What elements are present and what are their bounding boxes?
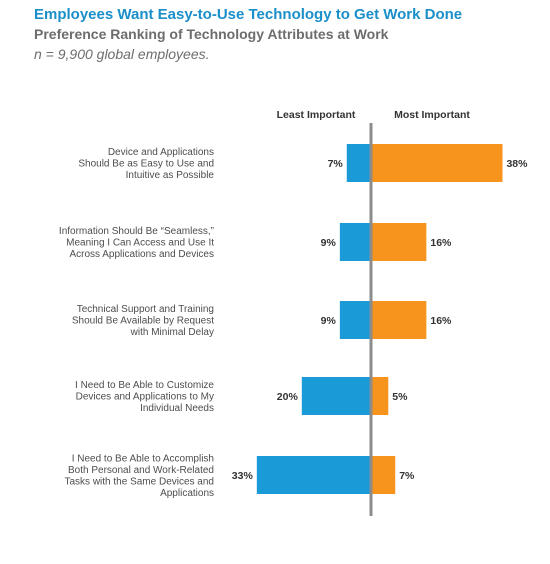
category-label: with Minimal Delay [130, 327, 214, 338]
category-label: I Need to Be Able to Accomplish [72, 453, 214, 464]
category-label: Across Applications and Devices [69, 249, 214, 260]
bar-most-important [371, 456, 396, 494]
category-label: Both Personal and Work-Related [68, 465, 214, 476]
category-label: Should Be as Easy to Use and [78, 159, 214, 170]
value-label-least: 9% [321, 315, 337, 327]
value-label-most: 5% [392, 391, 408, 403]
value-label-least: 20% [277, 391, 299, 403]
bar-least-important [301, 377, 371, 415]
bar-most-important [371, 144, 503, 182]
bar-least-important [256, 456, 371, 494]
bar-least-important [346, 144, 371, 182]
chart-title: Employees Want Easy-to-Use Technology to… [34, 6, 463, 23]
value-label-most: 16% [430, 237, 452, 249]
category-label: Meaning I Can Access and Use It [66, 238, 214, 249]
bar-least-important [339, 301, 371, 339]
category-label: Information Should Be “Seamless,” [59, 226, 214, 237]
value-label-least: 7% [328, 158, 344, 170]
legend-most-important: Most Important [394, 109, 470, 121]
chart-subtitle: Preference Ranking of Technology Attribu… [34, 26, 389, 42]
value-label-most: 16% [430, 315, 452, 327]
sample-size-note: n = 9,900 global employees. [34, 46, 210, 62]
bar-most-important [371, 377, 389, 415]
category-label: I Need to Be Able to Customize [75, 380, 214, 391]
category-label: Individual Needs [140, 403, 214, 414]
legend-least-important: Least Important [277, 109, 356, 121]
category-label: Applications [160, 488, 214, 499]
category-label: Intuitive as Possible [126, 170, 215, 181]
category-label: Should Be Available by Request [72, 316, 214, 327]
category-label: Technical Support and Training [77, 304, 214, 315]
category-label: Device and Applications [108, 147, 214, 158]
value-label-most: 38% [506, 158, 528, 170]
value-label-most: 7% [399, 470, 415, 482]
bar-least-important [339, 223, 371, 261]
value-label-least: 33% [232, 470, 254, 482]
category-label: Tasks with the Same Devices and [64, 476, 214, 487]
category-label: Devices and Applications to My [76, 392, 214, 403]
bar-most-important [371, 301, 427, 339]
value-label-least: 9% [321, 237, 337, 249]
bar-most-important [371, 223, 427, 261]
